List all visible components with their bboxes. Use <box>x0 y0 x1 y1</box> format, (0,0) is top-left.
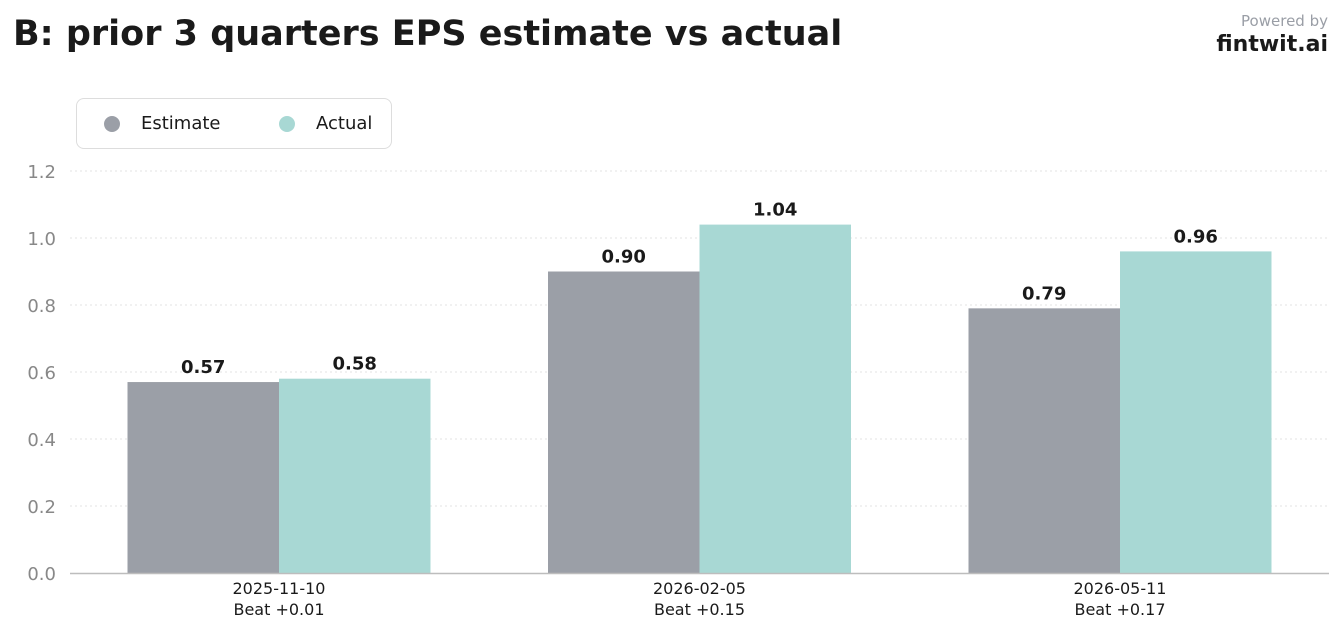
y-tick-label: 0.4 <box>27 430 56 451</box>
chart-legend: Estimate Actual <box>76 98 392 149</box>
legend-item-estimate[interactable]: Estimate <box>104 99 221 148</box>
x-tick-sublabel: Beat +0.15 <box>654 600 745 619</box>
chart-title: B: prior 3 quarters EPS estimate vs actu… <box>13 14 843 54</box>
y-tick-label: 1.2 <box>27 162 56 183</box>
legend-swatch-actual <box>279 115 295 132</box>
y-tick-label: 0.8 <box>27 296 56 317</box>
data-label: 0.96 <box>1174 226 1218 247</box>
powered-by-label: Powered by <box>1241 12 1328 30</box>
bar-estimate <box>548 271 700 573</box>
bar-actual <box>699 224 851 573</box>
data-label: 1.04 <box>753 200 797 221</box>
bar-estimate <box>127 382 279 573</box>
legend-label-estimate: Estimate <box>141 113 221 134</box>
legend-swatch-estimate <box>104 115 120 132</box>
bar-actual <box>1120 251 1272 573</box>
data-label: 0.57 <box>181 357 225 378</box>
data-label: 0.58 <box>333 354 377 375</box>
bar-estimate <box>968 308 1120 573</box>
y-tick-label: 0.6 <box>27 363 56 384</box>
data-label: 0.90 <box>602 247 646 268</box>
x-tick-label: 2026-02-05 <box>653 579 746 598</box>
data-label: 0.79 <box>1022 283 1066 304</box>
y-tick-label: 0.2 <box>27 497 56 518</box>
y-tick-label: 0.0 <box>27 564 56 585</box>
legend-item-actual[interactable]: Actual <box>279 99 372 148</box>
x-tick-label: 2026-05-11 <box>1074 579 1167 598</box>
bar-actual <box>279 378 431 573</box>
x-tick-sublabel: Beat +0.01 <box>233 600 324 619</box>
y-tick-label: 1.0 <box>27 229 56 250</box>
x-tick-label: 2025-11-10 <box>233 579 326 598</box>
legend-label-actual: Actual <box>316 113 373 134</box>
brand-logo-text[interactable]: fintwit.ai <box>1216 32 1328 57</box>
x-tick-sublabel: Beat +0.17 <box>1074 600 1165 619</box>
